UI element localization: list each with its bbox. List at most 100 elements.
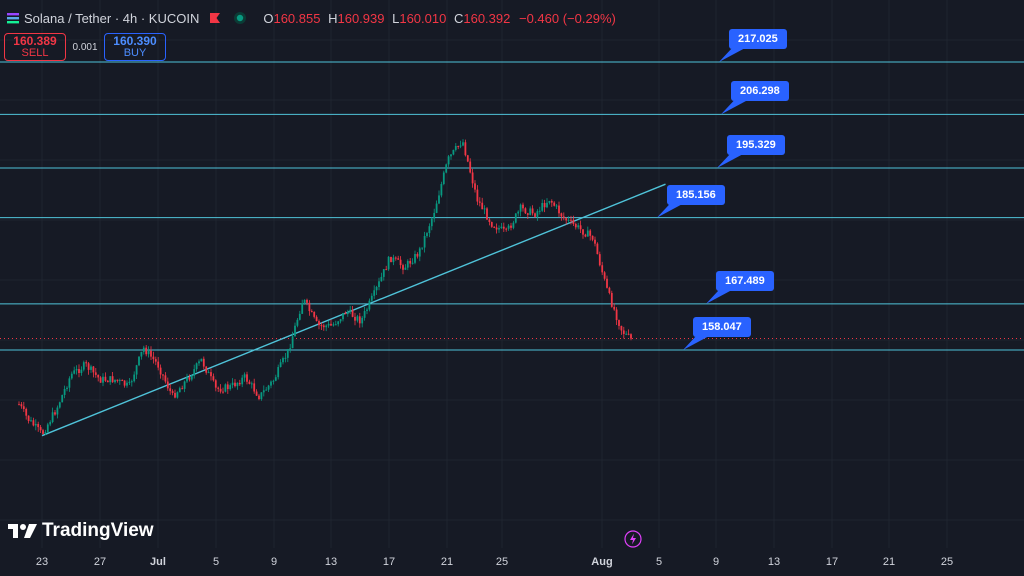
candle-body (483, 208, 486, 210)
candle-body (402, 265, 404, 270)
candle-body (106, 380, 109, 383)
candle-body (322, 325, 325, 328)
level-callout-label[interactable]: 206.298 (731, 81, 789, 102)
candle-body (579, 225, 582, 230)
candle-body (606, 278, 608, 288)
level-callout-label[interactable]: 158.047 (693, 317, 751, 337)
x-tick-label: 9 (712, 556, 720, 568)
level-callout-label[interactable]: 167.489 (716, 270, 774, 291)
candle-body (188, 377, 191, 380)
candle-body (178, 388, 181, 393)
candle-body (236, 382, 239, 387)
candle-body (594, 239, 596, 244)
candle-body (219, 388, 222, 392)
candle-body (567, 219, 570, 221)
lightning-icon[interactable] (624, 530, 642, 548)
candle-body (361, 317, 364, 324)
candle-body (152, 356, 155, 360)
callout-pointer (721, 99, 749, 115)
x-tick-label: 25 (940, 556, 954, 568)
ohlc-high-value: 160.939 (337, 10, 385, 26)
candle-body (205, 366, 208, 373)
candle-body (519, 204, 522, 212)
candle-body (625, 333, 628, 335)
candle-body (162, 374, 164, 376)
candle-body (46, 424, 49, 433)
candle-body (546, 202, 548, 208)
candle-body (356, 316, 359, 321)
candle-body (126, 382, 128, 386)
ohlc-low-value: 160.010 (399, 10, 447, 26)
x-tick-label: 21 (882, 556, 896, 568)
candle-body (303, 299, 306, 304)
candle-body (85, 362, 88, 364)
ohlc-change-value: −0.460 (−0.29%) (518, 10, 616, 26)
candle-body (337, 321, 340, 325)
candle-body (512, 222, 515, 228)
candle-body (486, 208, 488, 220)
candle-body (248, 381, 251, 384)
candle-body (577, 225, 580, 228)
level-callout-label[interactable]: 185.156 (667, 184, 725, 205)
trendline (41, 183, 666, 437)
candle-body (570, 219, 572, 221)
candle-body (286, 348, 289, 358)
candle-body (586, 230, 589, 237)
candle-body (622, 330, 625, 334)
candle-body (380, 276, 383, 282)
x-tick-label: 17 (825, 556, 839, 568)
candle-body (154, 359, 157, 362)
candle-body (411, 262, 414, 264)
symbol-title[interactable]: Solana / Tether · 4h · KUCOIN (24, 10, 200, 26)
candle-body (318, 321, 320, 326)
candle-body (114, 379, 116, 383)
candle-body (49, 422, 52, 425)
candle-body (157, 361, 160, 368)
candle-body (450, 154, 452, 157)
candle-body (368, 300, 371, 310)
candle-body (128, 381, 131, 383)
candle-body (390, 256, 392, 263)
candle-body (121, 380, 124, 382)
candle-body (78, 369, 80, 374)
candle-body (193, 369, 196, 376)
callout-pointer (657, 202, 685, 218)
candle-body (44, 432, 47, 434)
candle-body (267, 385, 270, 390)
candle-body (608, 287, 611, 293)
candle-body (25, 408, 28, 416)
candle-body (142, 347, 145, 352)
candle-body (618, 320, 620, 326)
candle-body (202, 358, 205, 367)
candle-body (366, 309, 368, 312)
candle-body (548, 200, 551, 203)
candle-body (510, 225, 512, 228)
candle-body (543, 203, 546, 208)
candle-body (104, 376, 107, 381)
candle-body (291, 336, 294, 349)
candle-body (294, 325, 296, 337)
candle-body (133, 374, 136, 382)
candle-body (282, 358, 284, 363)
candle-body (524, 208, 527, 214)
candle-body (490, 222, 493, 227)
callout-pointer (717, 152, 745, 168)
candle-body (531, 208, 534, 214)
sell-button[interactable]: 160.389 SELL (4, 33, 66, 61)
level-callout-label[interactable]: 195.329 (727, 134, 785, 155)
flag-icon[interactable] (209, 12, 221, 24)
candle-body (363, 311, 366, 318)
candle-body (447, 156, 450, 165)
candle-body (58, 402, 61, 408)
candle-body (308, 302, 311, 312)
x-tick-label: 13 (324, 556, 338, 568)
candle-body (18, 404, 20, 406)
candle-body (505, 228, 508, 230)
buy-button[interactable]: 160.390 BUY (104, 33, 166, 61)
ohlc-open-value: 160.855 (273, 10, 321, 26)
level-callout-label[interactable]: 217.025 (729, 29, 787, 49)
candle-body (339, 319, 342, 322)
candle-body (116, 379, 119, 381)
candle-body (574, 223, 577, 228)
